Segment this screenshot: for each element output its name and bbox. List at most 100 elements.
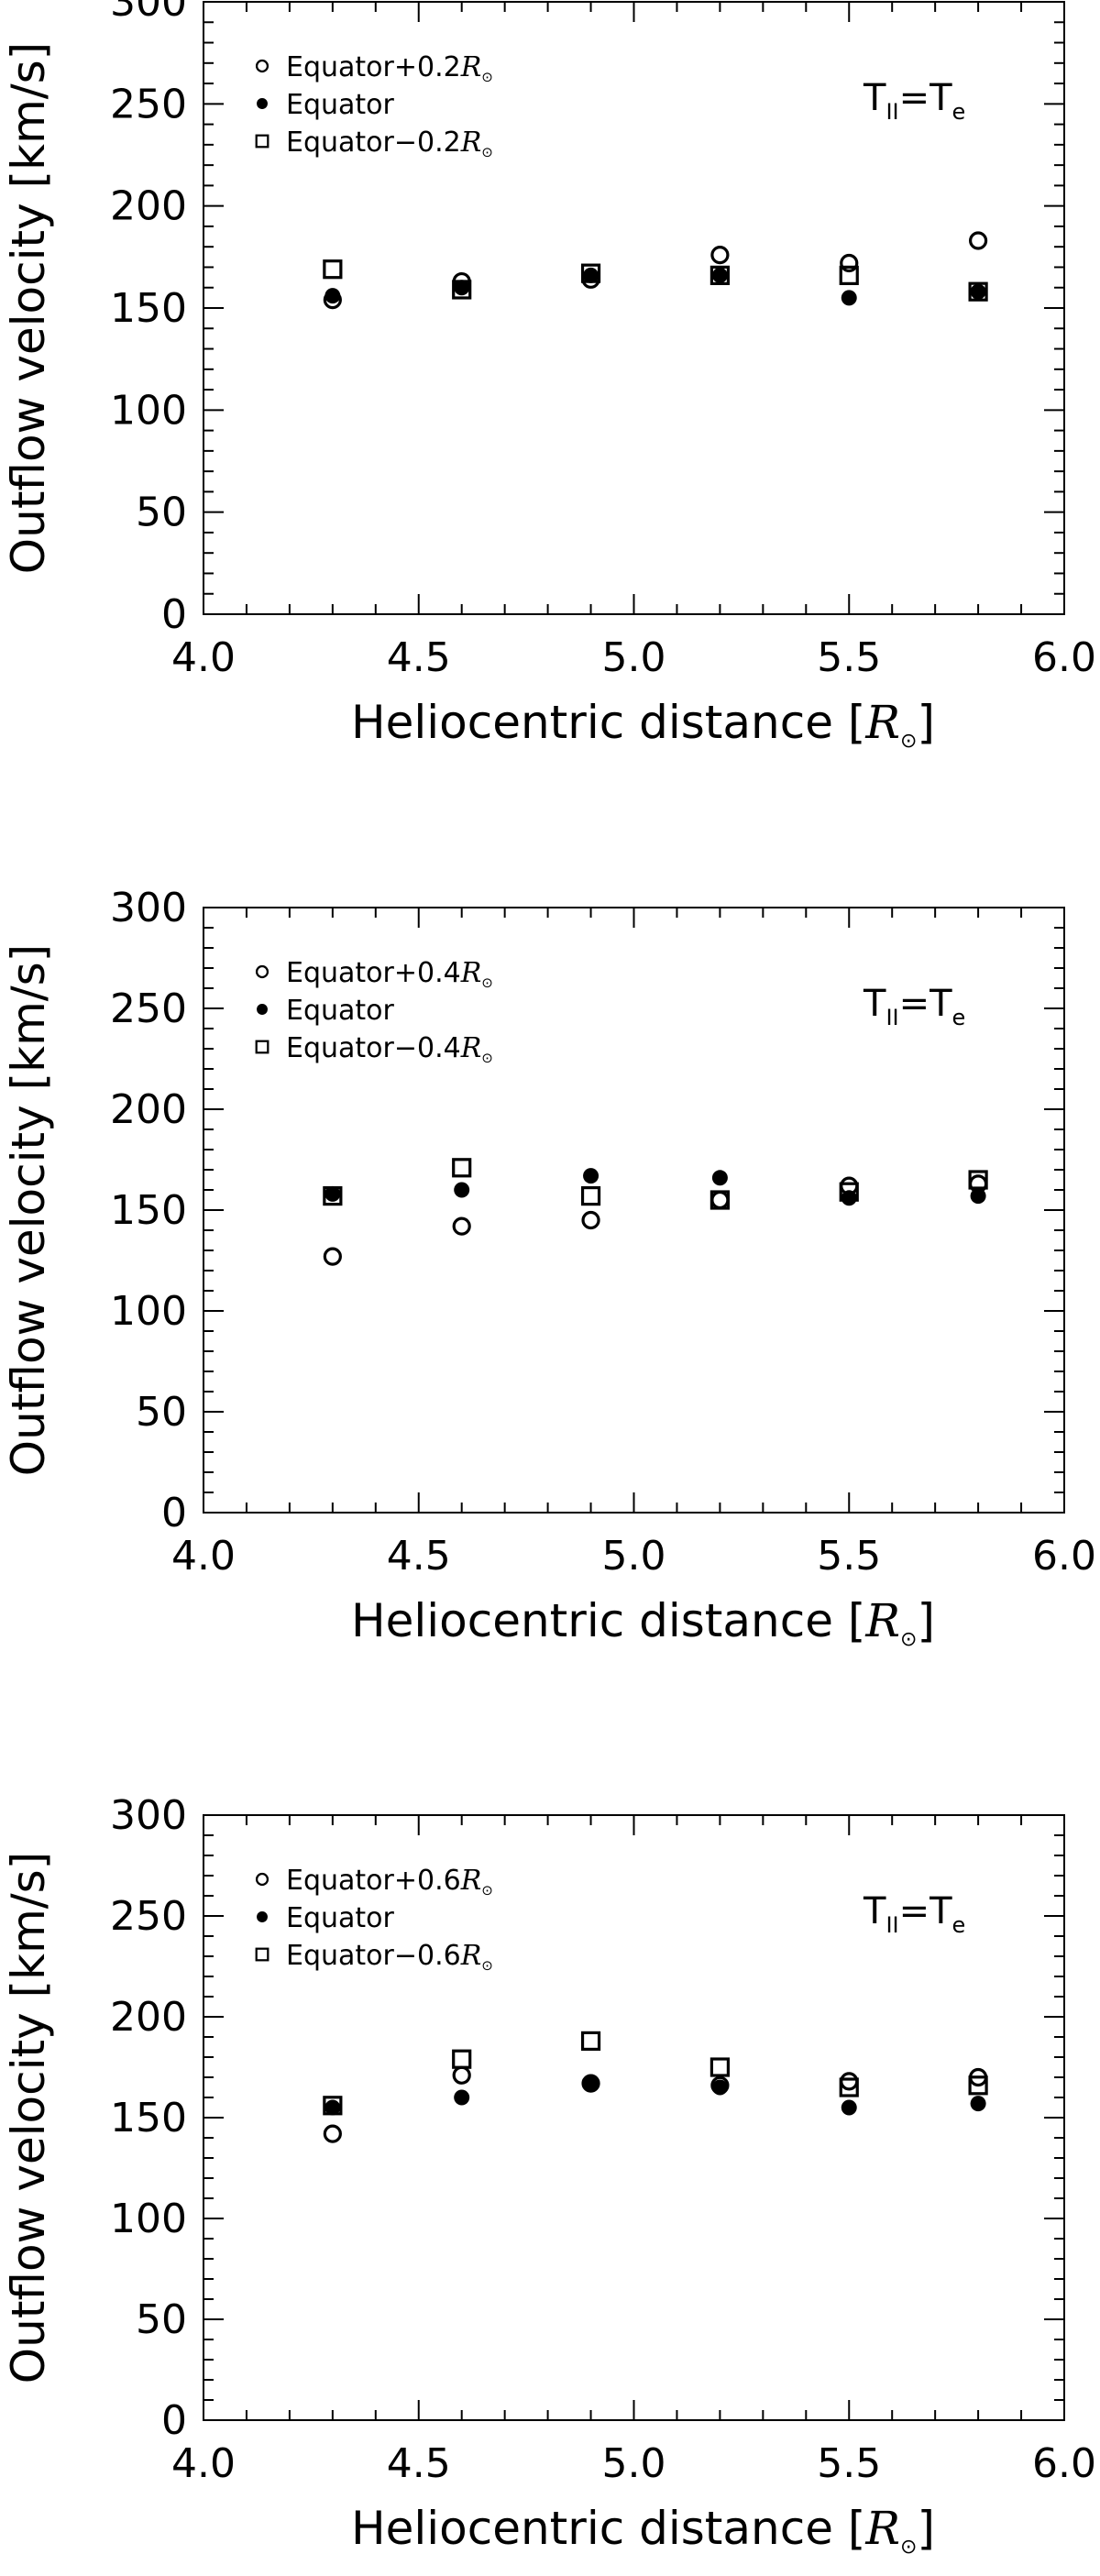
data-point bbox=[840, 253, 859, 273]
legend-marker bbox=[255, 1947, 270, 1962]
y-tick-label: 200 bbox=[110, 183, 187, 230]
data-point bbox=[452, 2049, 472, 2069]
data-point bbox=[323, 1185, 343, 1206]
temperature-annotation: TII=Te bbox=[863, 1890, 965, 1938]
y-tick-label: 200 bbox=[110, 1994, 187, 2041]
legend-entry: Equator+0.2R⊙ bbox=[286, 51, 493, 85]
data-point bbox=[452, 1216, 471, 1236]
y-tick-label: 50 bbox=[136, 490, 187, 536]
data-point bbox=[583, 1168, 600, 1184]
data-point bbox=[711, 267, 728, 283]
x-tick-label: 4.0 bbox=[171, 1533, 236, 1580]
data-point bbox=[452, 2065, 471, 2085]
legend-marker bbox=[255, 59, 270, 73]
data-point bbox=[452, 1158, 472, 1178]
y-tick-label: 300 bbox=[110, 885, 187, 931]
temperature-annotation: TII=Te bbox=[863, 77, 965, 125]
legend-marker bbox=[255, 1872, 270, 1887]
legend-entry: Equator−0.6R⊙ bbox=[286, 1940, 493, 1974]
x-tick-label: 4.5 bbox=[387, 1533, 451, 1580]
x-tick-label: 4.5 bbox=[387, 634, 451, 681]
legend-marker bbox=[255, 134, 270, 149]
x-tick-label: 5.5 bbox=[817, 2440, 881, 2487]
data-point bbox=[454, 1182, 470, 1198]
legend-entry: Equator bbox=[286, 1902, 395, 1934]
data-point bbox=[323, 2124, 342, 2143]
data-point bbox=[581, 1210, 600, 1230]
data-point bbox=[968, 231, 988, 250]
x-tick-label: 6.0 bbox=[1032, 1533, 1096, 1580]
temperature-annotation: TII=Te bbox=[863, 983, 965, 1030]
x-axis-title: Heliocentric distance [R⊙] bbox=[351, 1594, 935, 1651]
legend-entry: Equator+0.4R⊙ bbox=[286, 957, 493, 991]
data-point bbox=[839, 1182, 859, 1202]
y-tick-label: 100 bbox=[110, 2196, 187, 2242]
data-point bbox=[323, 259, 343, 280]
data-point bbox=[452, 280, 472, 300]
data-point bbox=[968, 1170, 988, 1190]
y-tick-label: 100 bbox=[110, 387, 187, 434]
data-point bbox=[968, 281, 988, 302]
y-tick-label: 0 bbox=[161, 591, 187, 638]
data-point bbox=[840, 2072, 859, 2091]
data-point bbox=[968, 2075, 988, 2096]
x-tick-label: 6.0 bbox=[1032, 2440, 1096, 2487]
chart-panel-1: 0 50 100 150 200 250 300 4.0 4.5 5.0 5.5 6.0 Outflow… bbox=[2, 0, 1096, 753]
data-point bbox=[839, 265, 859, 285]
data-point bbox=[583, 267, 600, 283]
legend-marker bbox=[255, 964, 270, 979]
x-tick-label: 4.0 bbox=[171, 634, 236, 681]
x-tick-label: 5.5 bbox=[817, 1533, 881, 1580]
y-tick-label: 0 bbox=[161, 2397, 187, 2444]
data-point bbox=[710, 265, 731, 285]
y-axis-title: Outflow velocity [km/s] bbox=[2, 944, 55, 1476]
legend-entry: Equator bbox=[286, 89, 395, 121]
data-point bbox=[970, 1188, 986, 1205]
legend-entry: Equator−0.4R⊙ bbox=[286, 1032, 493, 1066]
x-tick-label: 5.5 bbox=[817, 634, 881, 681]
y-tick-label: 100 bbox=[110, 1288, 187, 1335]
y-tick-label: 150 bbox=[110, 1187, 187, 1234]
data-point bbox=[324, 1185, 341, 1202]
legend-marker bbox=[257, 98, 268, 109]
y-tick-label: 250 bbox=[110, 81, 187, 127]
data-point bbox=[710, 1190, 730, 1210]
data-point bbox=[710, 2057, 731, 2077]
x-tick-label: 5.0 bbox=[602, 1533, 666, 1580]
data-point bbox=[841, 2099, 857, 2116]
chart-panel-2: 0 50 100 150 200 250 300 4.0 4.5 5.0 5.5 6.0 Outflow… bbox=[2, 885, 1096, 1651]
legend-entry: Equator+0.6R⊙ bbox=[286, 1865, 493, 1899]
x-tick-label: 4.0 bbox=[171, 2440, 236, 2487]
data-point bbox=[711, 1170, 728, 1186]
data-point bbox=[580, 2031, 601, 2051]
y-tick-label: 150 bbox=[110, 2095, 187, 2141]
data-point bbox=[841, 1190, 857, 1206]
data-point bbox=[710, 246, 730, 265]
data-point bbox=[839, 2077, 859, 2097]
y-tick-label: 300 bbox=[110, 0, 187, 26]
y-axis-title: Outflow velocity [km/s] bbox=[2, 1852, 55, 2383]
data-point bbox=[323, 1247, 342, 1266]
y-tick-label: 300 bbox=[110, 1792, 187, 1839]
legend-marker bbox=[255, 1040, 270, 1054]
data-point bbox=[710, 1190, 731, 1210]
y-tick-label: 150 bbox=[110, 285, 187, 332]
data-point bbox=[841, 290, 857, 306]
data-point bbox=[580, 263, 601, 283]
legend-entry: Equator bbox=[286, 995, 395, 1027]
x-tick-label: 5.0 bbox=[602, 2440, 666, 2487]
x-tick-label: 4.5 bbox=[387, 2440, 451, 2487]
chart-panel-3: 0 50 100 150 200 250 300 4.0 4.5 5.0 5.5 6.0 Outflow… bbox=[2, 1792, 1096, 2559]
y-tick-label: 0 bbox=[161, 1490, 187, 1536]
x-axis-title: Heliocentric distance [R⊙] bbox=[351, 696, 935, 753]
data-point bbox=[970, 283, 986, 300]
data-point bbox=[970, 2096, 986, 2112]
data-point bbox=[711, 2079, 728, 2096]
x-tick-label: 5.0 bbox=[602, 634, 666, 681]
y-tick-label: 250 bbox=[110, 985, 187, 1032]
y-tick-label: 50 bbox=[136, 1389, 187, 1436]
data-point bbox=[323, 2096, 343, 2116]
y-tick-label: 50 bbox=[136, 2296, 187, 2343]
data-point bbox=[583, 2075, 600, 2092]
